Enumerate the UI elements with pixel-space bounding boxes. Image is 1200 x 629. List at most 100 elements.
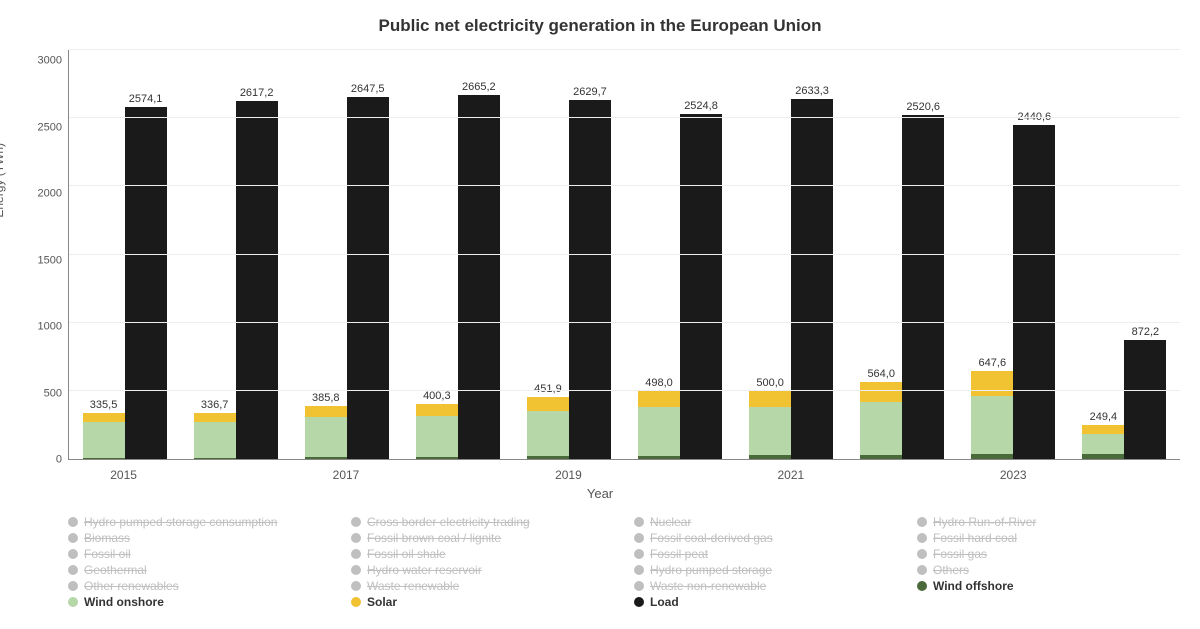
bar-segment-wind-offshore[interactable] <box>749 455 791 459</box>
bar-segment-wind-offshore[interactable] <box>83 458 125 459</box>
load-column: 2524,8 <box>680 50 722 459</box>
legend-item[interactable]: Other renewables <box>68 579 331 593</box>
renewables-stack-bar[interactable] <box>83 413 125 459</box>
legend-item[interactable]: Hydro water reservoir <box>351 563 614 577</box>
load-bar[interactable] <box>902 115 944 459</box>
legend-item[interactable]: Cross border electricity trading <box>351 515 614 529</box>
bar-segment-solar[interactable] <box>194 413 236 422</box>
year-group: 564,02520,6 <box>847 50 958 459</box>
legend-dot-icon <box>351 549 361 559</box>
bar-segment-wind-offshore[interactable] <box>860 455 902 459</box>
bar-segment-solar[interactable] <box>1082 425 1124 434</box>
bar-segment-wind-offshore[interactable] <box>305 457 347 459</box>
load-bar[interactable] <box>791 99 833 459</box>
chart-container: Public net electricity generation in the… <box>20 16 1180 609</box>
load-bar[interactable] <box>236 101 278 459</box>
load-bar[interactable] <box>458 95 500 459</box>
legend-item[interactable]: Biomass <box>68 531 331 545</box>
legend-item[interactable]: Others <box>917 563 1180 577</box>
bar-segment-solar[interactable] <box>416 404 458 416</box>
bar-segment-solar[interactable] <box>83 413 125 422</box>
bar-segment-wind-onshore[interactable] <box>860 402 902 455</box>
load-bar[interactable] <box>1013 125 1055 459</box>
legend-item[interactable]: Waste non-renewable <box>634 579 897 593</box>
renewables-stack-bar[interactable] <box>527 397 569 459</box>
bar-segment-wind-offshore[interactable] <box>638 456 680 459</box>
legend-item[interactable]: Fossil hard coal <box>917 531 1180 545</box>
bar-segment-solar[interactable] <box>527 397 569 410</box>
bar-segment-solar[interactable] <box>860 382 902 402</box>
bar-segment-wind-offshore[interactable] <box>527 456 569 459</box>
bar-segment-wind-offshore[interactable] <box>971 454 1013 459</box>
bar-segment-solar[interactable] <box>749 391 791 408</box>
bar-segment-wind-onshore[interactable] <box>194 422 236 458</box>
legend-item[interactable]: Fossil coal-derived gas <box>634 531 897 545</box>
load-bar[interactable] <box>680 114 722 459</box>
bar-segment-solar[interactable] <box>971 371 1013 397</box>
bar-segment-wind-offshore[interactable] <box>194 458 236 460</box>
legend: Hydro pumped storage consumption Cross bo… <box>68 515 1180 609</box>
renewables-stack-bar[interactable] <box>1082 425 1124 459</box>
legend-item[interactable]: Hydro pumped storage <box>634 563 897 577</box>
legend-dot-icon <box>351 581 361 591</box>
load-value-label: 2665,2 <box>462 81 496 93</box>
legend-item[interactable]: Geothermal <box>68 563 331 577</box>
load-bar[interactable] <box>125 107 167 459</box>
legend-item[interactable]: Fossil brown coal / lignite <box>351 531 614 545</box>
load-value-label: 2629,7 <box>573 86 607 98</box>
x-tick <box>179 460 290 482</box>
legend-dot-icon <box>917 581 927 591</box>
legend-item[interactable]: Nuclear <box>634 515 897 529</box>
load-bar[interactable] <box>569 100 611 459</box>
legend-dot-icon <box>917 517 927 527</box>
legend-item[interactable]: Waste renewable <box>351 579 614 593</box>
y-tick: 500 <box>44 388 62 399</box>
renewables-stack-bar[interactable] <box>638 391 680 459</box>
bar-segment-wind-onshore[interactable] <box>527 411 569 457</box>
stack-value-label: 500,0 <box>756 377 784 389</box>
x-tick: 2015 <box>68 460 179 482</box>
bar-segment-wind-onshore[interactable] <box>416 416 458 457</box>
bar-segment-wind-onshore[interactable] <box>83 422 125 458</box>
legend-dot-icon <box>68 549 78 559</box>
plot-area: 335,52574,1336,72617,2385,82647,5400,326… <box>68 50 1180 460</box>
bar-segment-wind-offshore[interactable] <box>416 457 458 459</box>
legend-item[interactable]: Fossil oil shale <box>351 547 614 561</box>
bar-segment-wind-onshore[interactable] <box>749 407 791 455</box>
legend-item[interactable]: Fossil oil <box>68 547 331 561</box>
renewables-stack-bar[interactable] <box>305 406 347 459</box>
year-group: 500,02633,3 <box>736 50 847 459</box>
bar-segment-wind-offshore[interactable] <box>1082 454 1124 459</box>
renewables-stack-bar[interactable] <box>860 382 902 459</box>
bar-segment-solar[interactable] <box>638 391 680 407</box>
legend-label: Hydro water reservoir <box>367 563 482 577</box>
legend-dot-icon <box>634 597 644 607</box>
bar-segment-wind-onshore[interactable] <box>638 407 680 456</box>
load-bar[interactable] <box>347 97 389 459</box>
legend-item[interactable]: Fossil gas <box>917 547 1180 561</box>
bar-segment-solar[interactable] <box>305 406 347 416</box>
bar-segment-wind-onshore[interactable] <box>971 396 1013 453</box>
load-bar[interactable] <box>1124 340 1166 459</box>
renewables-stack-bar[interactable] <box>749 391 791 459</box>
x-tick <box>402 460 513 482</box>
load-column: 2629,7 <box>569 50 611 459</box>
renewables-stack-bar[interactable] <box>194 413 236 459</box>
y-tick: 0 <box>56 455 62 466</box>
legend-dot-icon <box>68 533 78 543</box>
stack-value-label: 400,3 <box>423 390 451 402</box>
year-group: 385,82647,5 <box>291 50 402 459</box>
legend-item[interactable]: Hydro Run-of-River <box>917 515 1180 529</box>
legend-item[interactable]: Fossil peat <box>634 547 897 561</box>
bar-segment-wind-onshore[interactable] <box>305 417 347 457</box>
bar-groups: 335,52574,1336,72617,2385,82647,5400,326… <box>69 50 1180 459</box>
legend-item[interactable]: Hydro pumped storage consumption <box>68 515 331 529</box>
legend-label: Others <box>933 563 969 577</box>
renewables-stack-bar[interactable] <box>971 371 1013 459</box>
legend-label: Hydro pumped storage consumption <box>84 515 277 529</box>
renewables-stack-bar[interactable] <box>416 404 458 459</box>
y-tick: 3000 <box>38 56 62 67</box>
legend-item[interactable]: Wind offshore <box>917 579 1180 593</box>
bar-segment-wind-onshore[interactable] <box>1082 434 1124 455</box>
load-value-label: 2574,1 <box>129 93 163 105</box>
